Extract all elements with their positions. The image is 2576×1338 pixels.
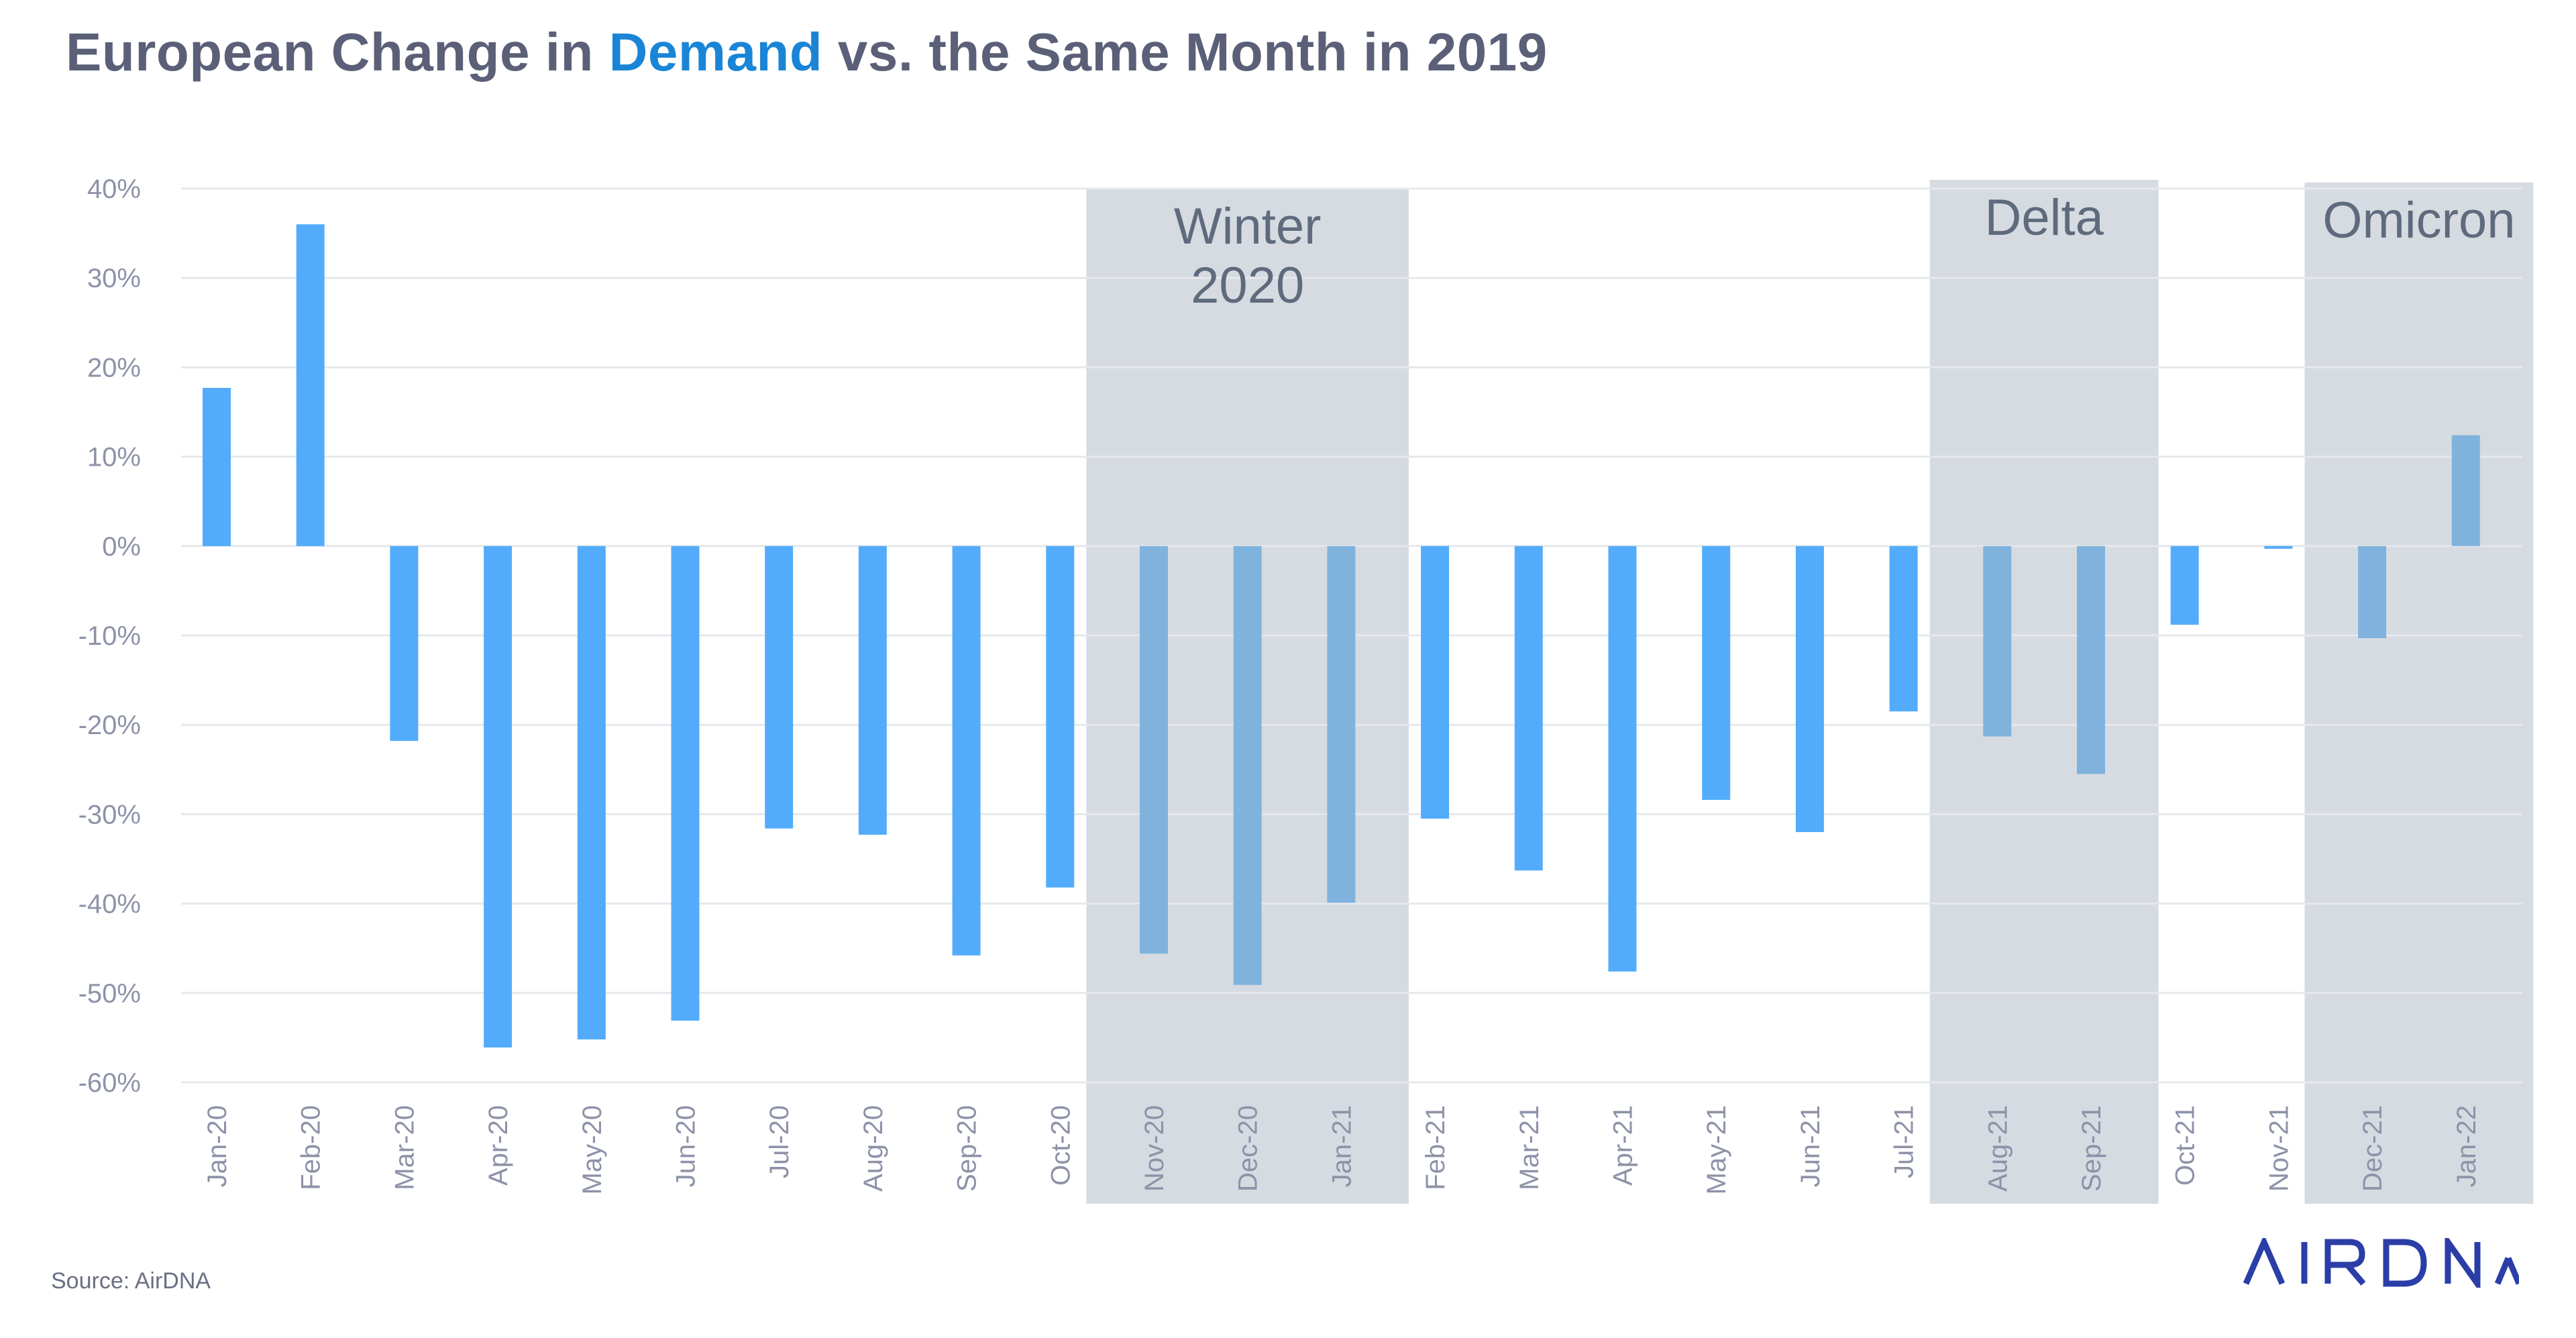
x-axis-labels: Jan-20 Feb-20 Mar-20 Apr-20 May-20 Jun-20 Jul-…: [203, 1105, 2481, 1194]
x-tick-label: Sep-20: [953, 1105, 982, 1192]
chart-title: European Change in Demand vs. the Same M…: [66, 21, 1548, 83]
bar-Dec-21: [2358, 546, 2387, 638]
y-tick-label: -10%: [78, 621, 141, 651]
logo-letter-a: [2243, 1238, 2286, 1285]
shaded-period-1: [1929, 180, 2159, 1204]
y-tick-label: 30%: [87, 264, 141, 293]
bar-Jun-21: [1795, 546, 1824, 833]
x-tick-label: Jan-21: [1327, 1105, 1356, 1187]
bar-Oct-20: [1046, 546, 1075, 888]
bar-Aug-20: [858, 546, 887, 835]
logo-letter-n: [2445, 1238, 2481, 1288]
logo-letter-d: [2383, 1239, 2427, 1287]
bar-Oct-21: [2170, 546, 2199, 625]
bar-Dec-20: [1233, 546, 1262, 985]
logo-letter-r: [2324, 1239, 2366, 1286]
bars: [203, 224, 2480, 1048]
x-tick-label: Feb-21: [1421, 1105, 1450, 1190]
bar-Jun-20: [671, 546, 700, 1021]
bar-Sep-20: [952, 546, 981, 956]
y-tick-label: -60%: [78, 1068, 141, 1098]
y-tick-label: -50%: [78, 979, 141, 1009]
x-tick-label: Dec-21: [2358, 1105, 2387, 1192]
y-tick-label: 0%: [102, 532, 141, 562]
shaded-period-label-2-0: Omicron: [2322, 192, 2515, 249]
y-tick-label: 20%: [87, 353, 141, 382]
shaded-period-label-1-0: Delta: [1984, 189, 2104, 246]
x-tick-label: Sep-21: [2077, 1105, 2106, 1192]
shaded-period-label-0-1: 2020: [1191, 257, 1304, 314]
airdna-logo: [2243, 1238, 2519, 1288]
bar-Aug-21: [1983, 546, 2012, 737]
x-tick-label: Jan-22: [2452, 1105, 2481, 1187]
x-tick-label: Aug-21: [1983, 1105, 2012, 1192]
x-tick-label: Nov-20: [1140, 1105, 1169, 1192]
y-tick-label: -30%: [78, 800, 141, 829]
bar-May-21: [1702, 546, 1731, 801]
source-note: Source: AirDNA: [51, 1268, 211, 1294]
x-tick-label: Oct-21: [2171, 1105, 2200, 1186]
x-tick-label: Nov-21: [2264, 1105, 2294, 1192]
y-tick-label: 40%: [87, 174, 141, 204]
x-tick-label: Feb-20: [297, 1105, 326, 1190]
bar-May-20: [577, 546, 606, 1040]
bar-Nov-21: [2264, 546, 2293, 549]
x-tick-label: Jul-21: [1890, 1105, 1919, 1178]
shaded-period-2: [2304, 183, 2534, 1204]
x-tick-label: May-21: [1702, 1105, 1731, 1194]
shaded-periods: [1086, 180, 2534, 1204]
bar-Jul-21: [1889, 546, 1918, 712]
shaded-period-label-0-0: Winter: [1174, 198, 1322, 255]
bar-Jan-22: [2451, 435, 2480, 546]
logo-letter-a2: [2494, 1257, 2519, 1285]
bar-Apr-21: [1608, 546, 1637, 972]
x-tick-label: Jul-20: [765, 1105, 794, 1178]
chart-title-highlight: Demand: [608, 22, 823, 82]
x-tick-label: Jun-20: [672, 1105, 701, 1187]
bar-Jan-21: [1327, 546, 1356, 903]
bar-Feb-20: [296, 224, 325, 546]
x-tick-label: May-20: [578, 1105, 607, 1194]
bar-Sep-21: [2077, 546, 2105, 774]
bar-Mar-21: [1514, 546, 1543, 871]
x-tick-label: Oct-20: [1046, 1105, 1075, 1186]
x-tick-label: Dec-20: [1234, 1105, 1263, 1192]
y-tick-label: -40%: [78, 890, 141, 919]
x-tick-label: Apr-21: [1609, 1105, 1638, 1186]
x-tick-label: Jan-20: [203, 1105, 232, 1187]
bar-Mar-20: [390, 546, 419, 741]
x-tick-label: Aug-20: [859, 1105, 888, 1192]
y-tick-label: 10%: [87, 443, 141, 472]
bar-Feb-21: [1421, 546, 1450, 819]
chart-title-start: European Change in: [66, 22, 609, 82]
bar-Apr-20: [484, 546, 513, 1048]
y-tick-label: -20%: [78, 711, 141, 740]
y-axis-labels: 40% 30% 20% 10% 0% -10% -20% -30% -40% -50% -60%: [78, 174, 141, 1098]
bar-Jul-20: [765, 546, 794, 829]
x-tick-label: Apr-20: [484, 1105, 513, 1186]
chart-title-end: vs. the Same Month in 2019: [822, 22, 1548, 82]
x-tick-label: Mar-21: [1515, 1105, 1544, 1190]
bar-Nov-20: [1140, 546, 1168, 954]
bar-Jan-20: [203, 388, 231, 546]
x-tick-label: Mar-20: [390, 1105, 419, 1190]
x-tick-label: Jun-21: [1796, 1105, 1825, 1187]
